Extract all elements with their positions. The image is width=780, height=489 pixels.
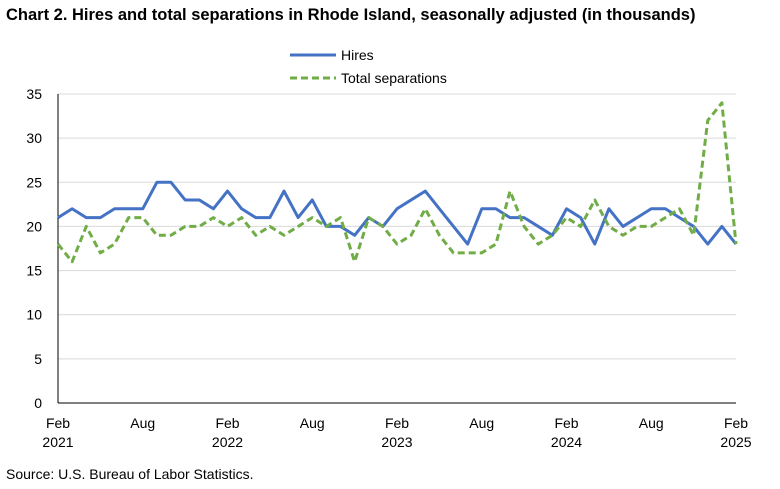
- x-tick-month-label: Aug: [639, 415, 664, 431]
- x-tick-year-label: 2021: [42, 434, 73, 450]
- y-tick-label: 35: [26, 86, 42, 102]
- source-note: Source: U.S. Bureau of Labor Statistics.: [6, 466, 254, 482]
- data-series: [56, 101, 738, 264]
- gridlines: [58, 93, 736, 360]
- x-tick-month-label: Aug: [130, 415, 155, 431]
- legend: Hires Total separations: [290, 47, 447, 86]
- x-tick-month-label: Feb: [724, 415, 748, 431]
- y-tick-label: 15: [26, 263, 42, 279]
- x-tick-year-label: 2025: [720, 434, 751, 450]
- y-tick-label: 0: [34, 395, 42, 411]
- x-tick-month-label: Feb: [46, 415, 70, 431]
- x-tick-month-label: Aug: [469, 415, 494, 431]
- x-tick-month-label: Aug: [300, 415, 325, 431]
- y-tick-label: 20: [26, 218, 42, 234]
- x-tick-year-label: 2023: [381, 434, 412, 450]
- legend-label-hires: Hires: [341, 47, 374, 63]
- y-tick-label: 25: [26, 174, 42, 190]
- x-tick-month-label: Feb: [554, 415, 578, 431]
- legend-label-total-separations: Total separations: [341, 70, 447, 86]
- series-line-hires: [57, 180, 738, 246]
- series-line-total-separations: [56, 101, 738, 264]
- y-tick-label: 30: [26, 130, 42, 146]
- x-axis-tick-labels: Feb 2021 Aug Feb 2022 Aug Feb 2023 Aug Feb 2024 Aug…: [42, 415, 751, 450]
- y-axis-tick-labels: 0 5 10 15 20 25 30 35: [26, 86, 42, 411]
- x-tick-month-label: Feb: [385, 415, 409, 431]
- x-tick-month-label: Feb: [215, 415, 239, 431]
- y-tick-label: 10: [26, 307, 42, 323]
- x-tick-year-label: 2024: [551, 434, 582, 450]
- chart-title: Chart 2. Hires and total separations in …: [6, 6, 696, 24]
- x-tick-year-label: 2022: [212, 434, 243, 450]
- y-tick-label: 5: [34, 351, 42, 367]
